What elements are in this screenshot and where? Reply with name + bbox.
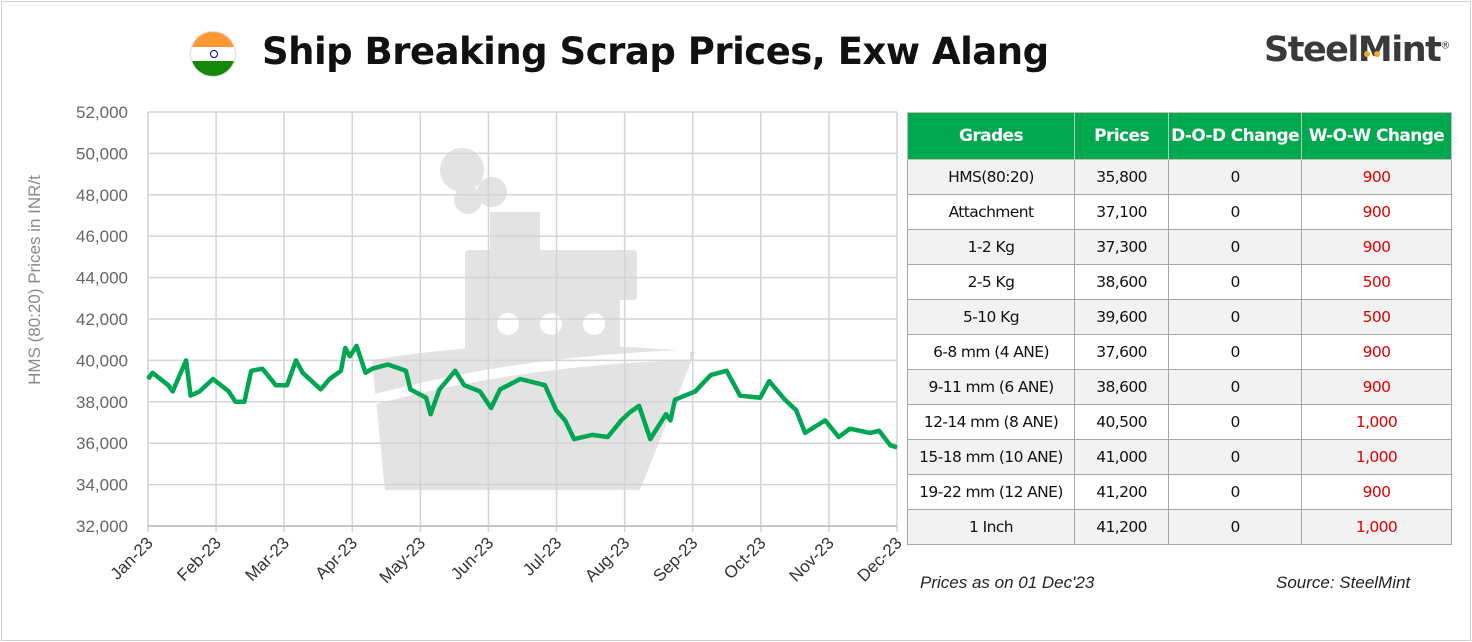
price-cell: 38,600 bbox=[1073, 369, 1170, 405]
ship-watermark bbox=[370, 148, 695, 490]
grade-cell: 15-18 mm (10 ANE) bbox=[907, 439, 1075, 475]
table-row: 2-5 Kg 38,600 0 500 bbox=[907, 264, 1452, 300]
price-cell: 41,200 bbox=[1073, 509, 1170, 545]
x-tick-label: Apr-23 bbox=[312, 533, 362, 583]
dod-change-cell: 0 bbox=[1168, 229, 1302, 265]
x-tick-label: Oct-23 bbox=[720, 533, 770, 583]
grade-cell: HMS(80:20) bbox=[907, 159, 1075, 195]
dod-change-cell: 0 bbox=[1168, 369, 1302, 405]
price-cell: 37,100 bbox=[1073, 194, 1170, 230]
table-row: 1 Inch 41,200 0 1,000 bbox=[907, 509, 1452, 545]
grade-cell: 2-5 Kg bbox=[907, 264, 1075, 300]
price-table: Grades Prices D-O-D Change W-O-W Change HMS… bbox=[907, 112, 1452, 545]
wow-change-cell: 900 bbox=[1301, 369, 1452, 405]
x-tick-label: Jun-23 bbox=[447, 533, 497, 583]
y-tick-label: 40,000 bbox=[76, 351, 128, 370]
dod-change-cell: 0 bbox=[1168, 404, 1302, 440]
steelmint-logo: SteelMint® bbox=[1264, 30, 1450, 70]
x-tick-label: Mar-23 bbox=[241, 533, 293, 585]
table-row: 9-11 mm (6 ANE) 38,600 0 900 bbox=[907, 369, 1452, 405]
dod-change-cell: 0 bbox=[1168, 159, 1302, 195]
price-cell: 35,800 bbox=[1073, 159, 1170, 195]
table-row: HMS(80:20) 35,800 0 900 bbox=[907, 159, 1452, 195]
x-tick-label: Sep-23 bbox=[649, 533, 701, 585]
grade-cell: 6-8 mm (4 ANE) bbox=[907, 334, 1075, 370]
y-tick-label: 50,000 bbox=[76, 144, 128, 163]
wow-change-cell: 1,000 bbox=[1301, 509, 1452, 545]
wow-change-cell: 1,000 bbox=[1301, 439, 1452, 475]
grade-cell: Attachment bbox=[907, 194, 1075, 230]
table-row: 1-2 Kg 37,300 0 900 bbox=[907, 229, 1452, 265]
x-tick-label: Aug-23 bbox=[581, 533, 633, 585]
column-header: Prices bbox=[1073, 112, 1170, 160]
wow-change-cell: 500 bbox=[1301, 264, 1452, 300]
wow-change-cell: 900 bbox=[1301, 474, 1452, 510]
grade-cell: 19-22 mm (12 ANE) bbox=[907, 474, 1075, 510]
price-cell: 39,600 bbox=[1073, 299, 1170, 335]
dod-change-cell: 0 bbox=[1168, 439, 1302, 475]
y-tick-label: 48,000 bbox=[76, 186, 128, 205]
wow-change-cell: 500 bbox=[1301, 299, 1452, 335]
x-tick-label: Jul-23 bbox=[519, 533, 565, 579]
x-tick-label: Dec-23 bbox=[854, 533, 906, 585]
price-line bbox=[146, 343, 898, 450]
grade-cell: 5-10 Kg bbox=[907, 299, 1075, 335]
wow-change-cell: 900 bbox=[1301, 194, 1452, 230]
chart-title: Ship Breaking Scrap Prices, Exw Alang bbox=[262, 30, 1049, 73]
date-note: Prices as on 01 Dec'23 bbox=[920, 573, 1095, 592]
x-tick-label: Nov-23 bbox=[786, 533, 838, 585]
y-tick-label: 34,000 bbox=[76, 476, 128, 495]
x-tick-label: Jan-23 bbox=[107, 533, 157, 583]
y-axis-label: HMS (80:20) Prices in INR/t bbox=[25, 175, 44, 385]
wow-change-cell: 900 bbox=[1301, 334, 1452, 370]
column-header: W-O-W Change bbox=[1301, 112, 1452, 160]
wow-change-cell: 900 bbox=[1301, 159, 1452, 195]
price-cell: 40,500 bbox=[1073, 404, 1170, 440]
grade-cell: 9-11 mm (6 ANE) bbox=[907, 369, 1075, 405]
x-tick-label: May-23 bbox=[376, 533, 430, 587]
y-tick-label: 52,000 bbox=[76, 103, 128, 122]
price-cell: 37,600 bbox=[1073, 334, 1170, 370]
price-cell: 41,000 bbox=[1073, 439, 1170, 475]
table-row: 12-14 mm (8 ANE) 40,500 0 1,000 bbox=[907, 404, 1452, 440]
column-header: Grades bbox=[907, 112, 1075, 160]
table-row: Attachment 37,100 0 900 bbox=[907, 194, 1452, 230]
y-tick-label: 44,000 bbox=[76, 269, 128, 288]
dod-change-cell: 0 bbox=[1168, 264, 1302, 300]
y-tick-label: 46,000 bbox=[76, 227, 128, 246]
dod-change-cell: 0 bbox=[1168, 299, 1302, 335]
table-row: 5-10 Kg 39,600 0 500 bbox=[907, 299, 1452, 335]
source-note: Source: SteelMint bbox=[1276, 573, 1411, 592]
x-tick-label: Feb-23 bbox=[173, 533, 225, 585]
price-cell: 38,600 bbox=[1073, 264, 1170, 300]
grade-cell: 12-14 mm (8 ANE) bbox=[907, 404, 1075, 440]
grade-cell: 1 Inch bbox=[907, 509, 1075, 545]
dod-change-cell: 0 bbox=[1168, 334, 1302, 370]
y-tick-label: 36,000 bbox=[76, 434, 128, 453]
y-tick-label: 42,000 bbox=[76, 310, 128, 329]
wow-change-cell: 900 bbox=[1301, 229, 1452, 265]
y-tick-label: 38,000 bbox=[76, 393, 128, 412]
wow-change-cell: 1,000 bbox=[1301, 404, 1452, 440]
column-header: D-O-D Change bbox=[1168, 112, 1302, 160]
grade-cell: 1-2 Kg bbox=[907, 229, 1075, 265]
dod-change-cell: 0 bbox=[1168, 194, 1302, 230]
table-row: 19-22 mm (12 ANE) 41,200 0 900 bbox=[907, 474, 1452, 510]
price-cell: 41,200 bbox=[1073, 474, 1170, 510]
dod-change-cell: 0 bbox=[1168, 509, 1302, 545]
table-row: 15-18 mm (10 ANE) 41,000 0 1,000 bbox=[907, 439, 1452, 475]
table-row: 6-8 mm (4 ANE) 37,600 0 900 bbox=[907, 334, 1452, 370]
india-flag-icon bbox=[191, 32, 235, 76]
dod-change-cell: 0 bbox=[1168, 474, 1302, 510]
price-cell: 37,300 bbox=[1073, 229, 1170, 265]
y-tick-label: 32,000 bbox=[76, 517, 128, 536]
